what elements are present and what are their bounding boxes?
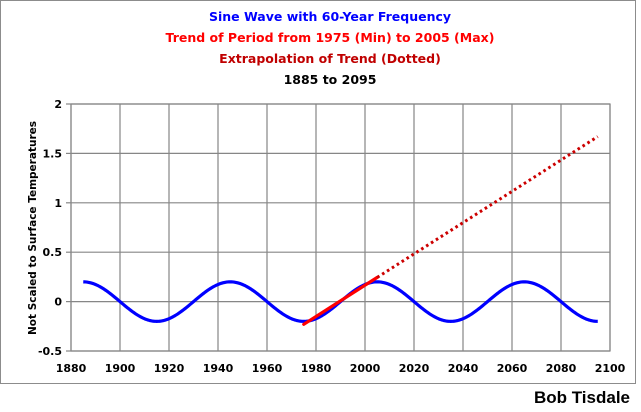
x-tick-label: 2080 xyxy=(546,362,577,375)
y-tick-label: 0.5 xyxy=(43,246,63,259)
x-tick-label: 1880 xyxy=(56,362,87,375)
x-tick-label: 1940 xyxy=(203,362,234,375)
author-credit: Bob Tisdale xyxy=(533,388,630,407)
plot-area xyxy=(70,103,611,352)
y-tick-label: 2 xyxy=(54,98,62,111)
y-tick-label: -0.5 xyxy=(38,345,62,358)
x-tick-label: 2100 xyxy=(595,362,626,375)
x-tick-label: 2060 xyxy=(497,362,528,375)
x-tick-label: 2020 xyxy=(399,362,430,375)
x-tick-label: 1980 xyxy=(301,362,332,375)
title-line-4: 1885 to 2095 xyxy=(284,72,377,87)
chart-title: Sine Wave with 60-Year Frequency Trend o… xyxy=(166,9,495,87)
chart-frame xyxy=(0,0,636,384)
y-tick-label: 1 xyxy=(54,197,62,210)
y-tick-label: 0 xyxy=(54,296,62,309)
x-axis: 1880 1900 1920 1940 1960 1980 2000 2020 2040 2060… xyxy=(56,362,626,375)
y-tick-label: 1.5 xyxy=(43,147,63,160)
x-tick-label: 2000 xyxy=(350,362,381,375)
x-tick-label: 1920 xyxy=(154,362,185,375)
title-line-2: Trend of Period from 1975 (Min) to 2005 … xyxy=(166,30,495,45)
x-tick-label: 2040 xyxy=(448,362,479,375)
y-axis: -0.5 0 0.5 1 1.5 2 xyxy=(38,98,71,358)
grid xyxy=(70,103,611,352)
title-line-1: Sine Wave with 60-Year Frequency xyxy=(209,9,451,24)
y-axis-label: Not Scaled to Surface Temperatures xyxy=(27,121,39,335)
title-line-3: Extrapolation of Trend (Dotted) xyxy=(219,51,441,66)
series-trend-line xyxy=(302,275,379,326)
x-tick-label: 1900 xyxy=(105,362,136,375)
x-tick-label: 1960 xyxy=(252,362,283,375)
series-group xyxy=(82,135,599,326)
series-trend-extrapolation xyxy=(376,135,599,279)
